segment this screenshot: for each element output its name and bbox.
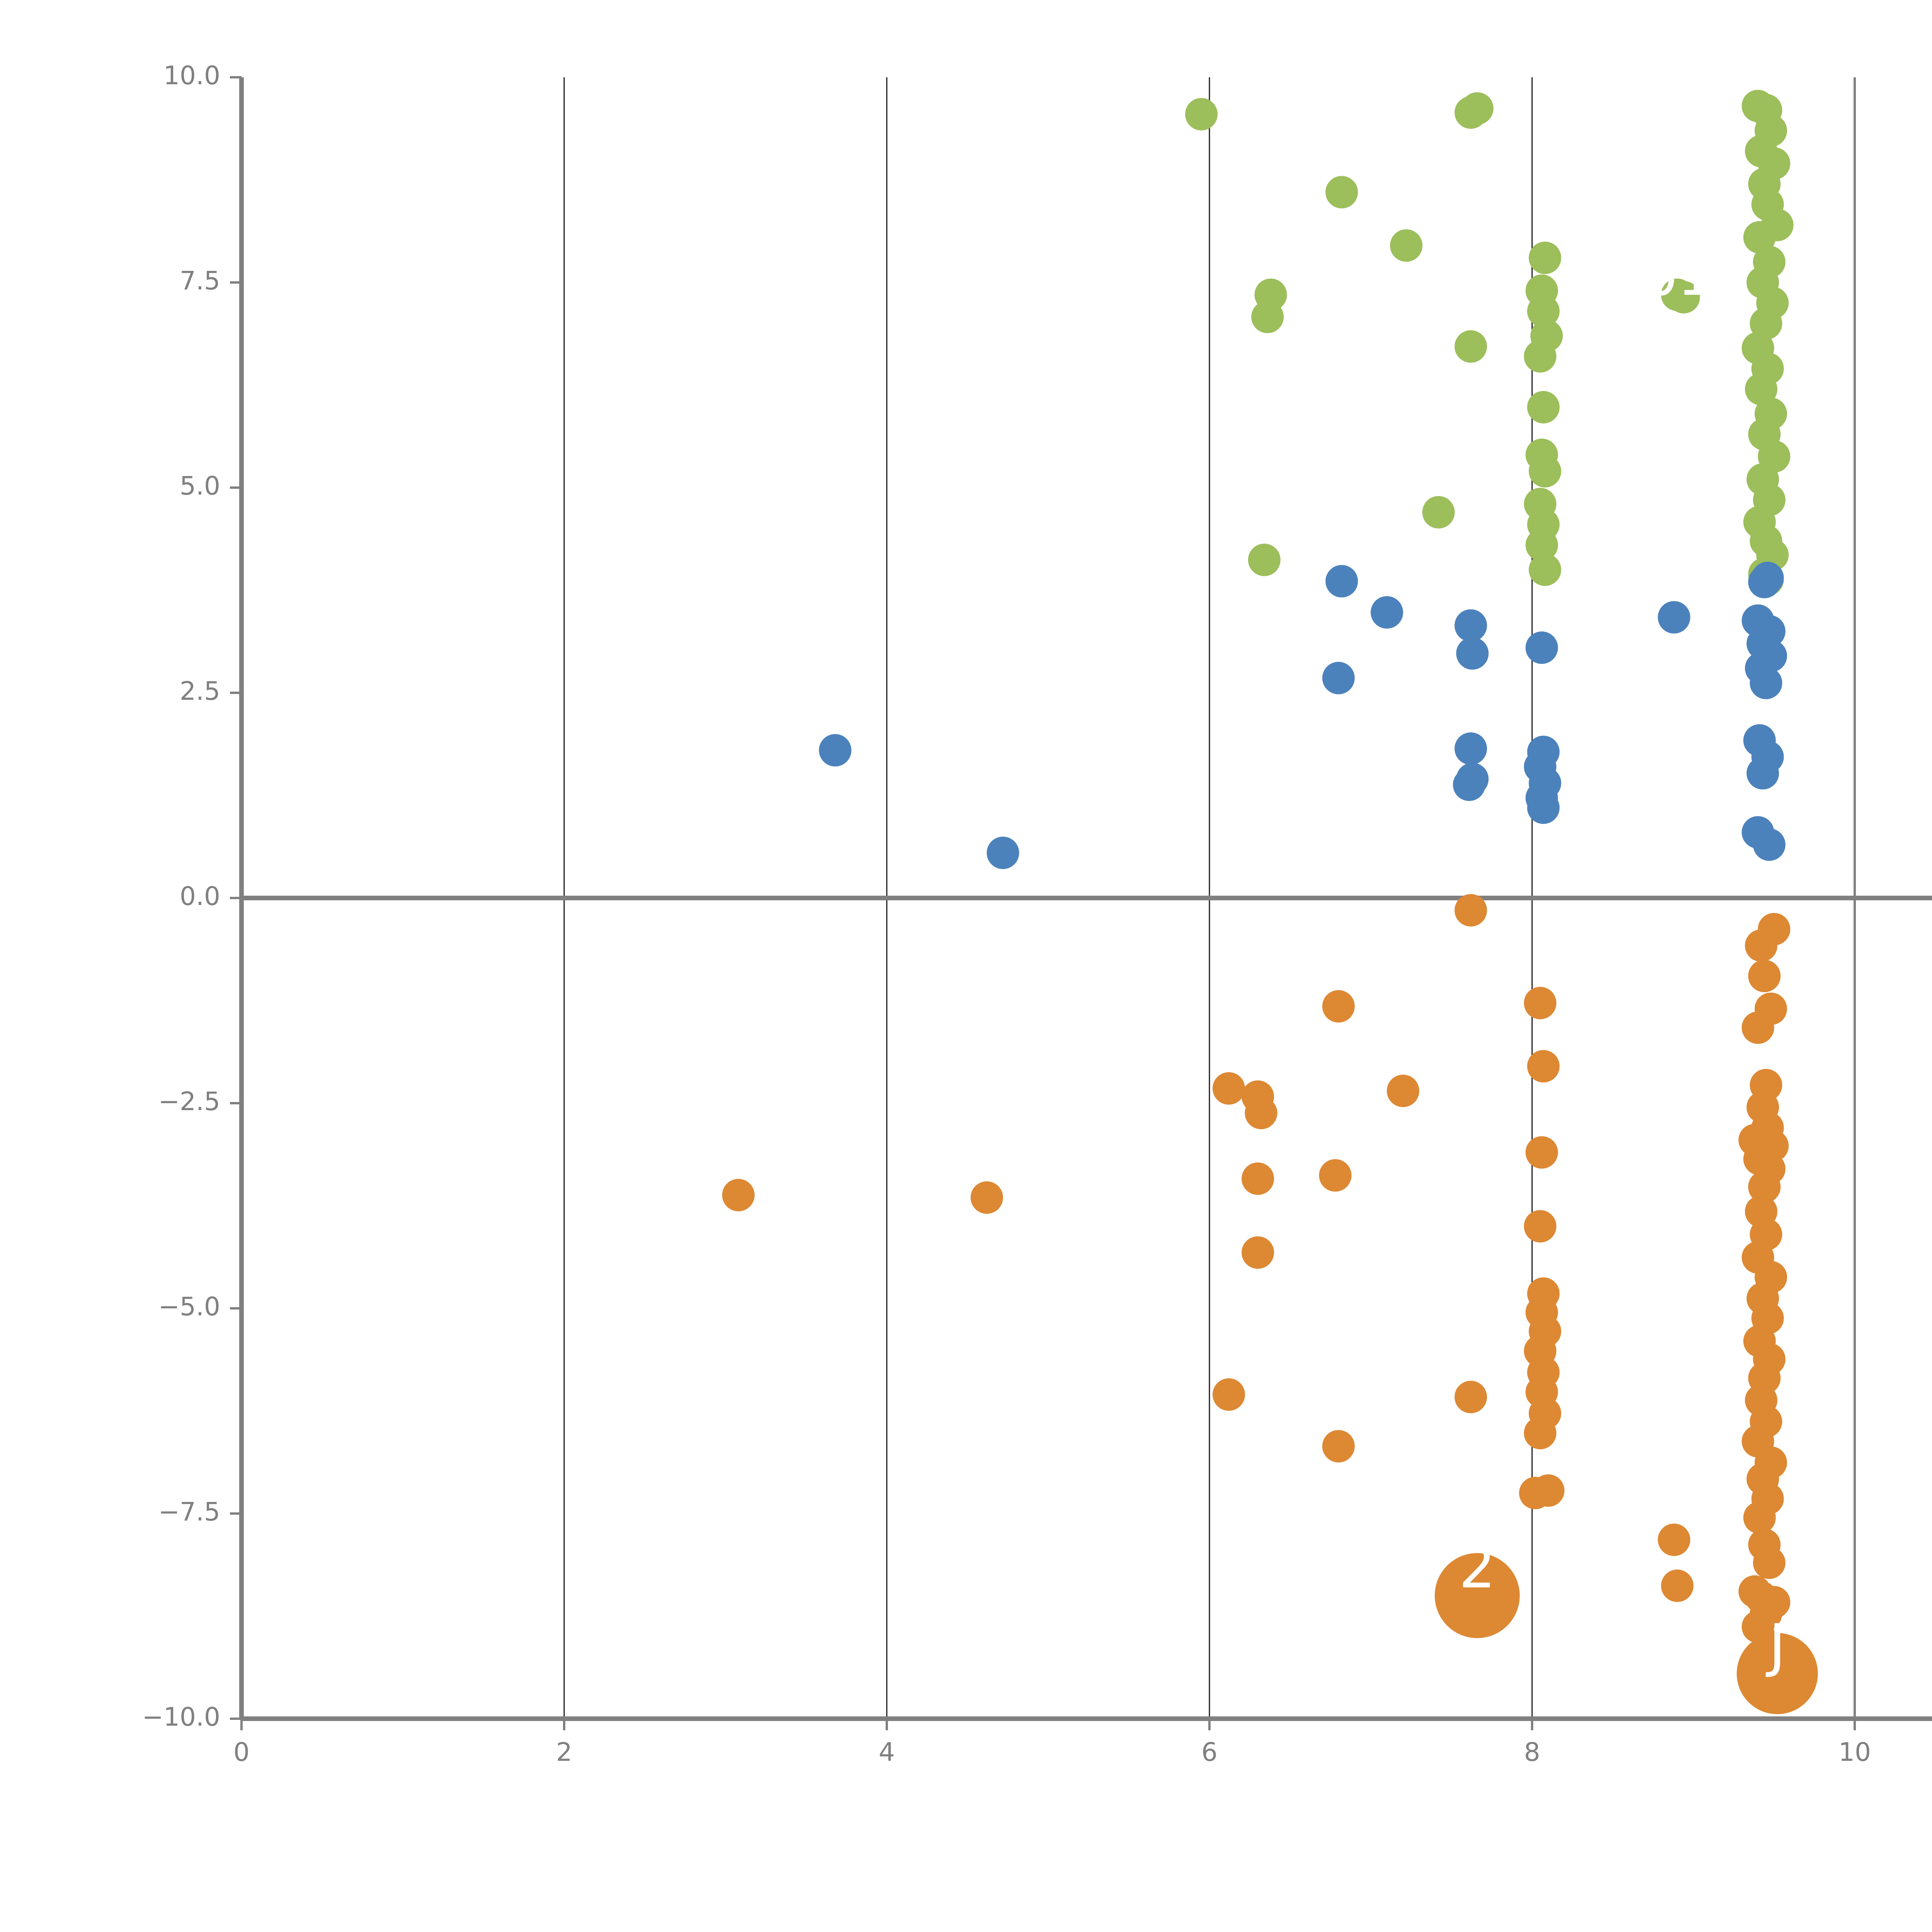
data-point-blue-2[interactable] <box>1325 565 1358 598</box>
large-marker-0[interactable] <box>1435 1553 1520 1638</box>
data-point-orange-0[interactable] <box>1454 894 1487 927</box>
y-tick-label-2: 5.0 <box>180 471 220 501</box>
data-point-green-20[interactable] <box>1667 281 1700 314</box>
data-point-green-13[interactable] <box>1390 229 1423 262</box>
y-tick-label-0: 10.0 <box>163 61 220 90</box>
data-point-green-47[interactable] <box>1529 553 1561 586</box>
large-markers <box>1435 1553 1818 1714</box>
data-point-orange-18[interactable] <box>1526 1136 1558 1169</box>
data-point-green-24[interactable] <box>1750 307 1782 340</box>
data-point-orange-10[interactable] <box>1213 1072 1245 1105</box>
data-point-green-9[interactable] <box>1325 176 1358 209</box>
data-point-blue-13[interactable] <box>1322 662 1355 694</box>
data-point-green-2[interactable] <box>1461 92 1494 125</box>
y-axis-ticks: 10.0 7.5 5.0 2.5 0.0 −2.5 −5.0 −7.5 −10.0 <box>142 61 242 1732</box>
data-point-green-23[interactable] <box>1251 301 1284 333</box>
data-point-blue-14[interactable] <box>1750 667 1782 699</box>
series-blue <box>819 561 1787 869</box>
data-point-orange-2[interactable] <box>1745 929 1777 962</box>
data-point-blue-1[interactable] <box>1748 566 1781 599</box>
data-point-orange-56[interactable] <box>1743 1501 1776 1534</box>
data-point-orange-3[interactable] <box>1748 959 1781 992</box>
data-point-blue-29[interactable] <box>986 837 1019 869</box>
data-point-blue-16[interactable] <box>819 734 852 767</box>
data-point-blue-26[interactable] <box>1527 791 1560 824</box>
data-point-green-12[interactable] <box>1743 221 1776 254</box>
x-tick-label-4: 8 <box>1524 1737 1540 1767</box>
data-point-orange-4[interactable] <box>1524 986 1556 1019</box>
x-tick-label-3: 6 <box>1201 1737 1218 1767</box>
data-point-green-30[interactable] <box>1745 373 1777 406</box>
data-point-orange-42[interactable] <box>1213 1378 1245 1411</box>
data-point-orange-5[interactable] <box>1322 990 1355 1023</box>
data-point-orange-48[interactable] <box>1524 1417 1556 1449</box>
series-green <box>1185 90 1794 596</box>
data-point-blue-24[interactable] <box>1453 768 1486 801</box>
data-point-orange-27[interactable] <box>1524 1210 1556 1243</box>
data-point-orange-22[interactable] <box>1242 1162 1274 1195</box>
data-point-green-46[interactable] <box>1248 543 1281 576</box>
data-point-green-26[interactable] <box>1454 330 1487 363</box>
data-point-blue-21[interactable] <box>1747 757 1779 790</box>
y-tick-label-6: −5.0 <box>158 1292 220 1321</box>
y-tick-label-3: 2.5 <box>180 676 220 706</box>
data-point-orange-57[interactable] <box>1658 1523 1690 1556</box>
data-point-orange-24[interactable] <box>722 1179 755 1211</box>
data-point-orange-59[interactable] <box>1753 1546 1786 1579</box>
data-point-orange-8[interactable] <box>1527 1050 1560 1083</box>
annotations: XS b1 2 J <box>1459 34 1799 1679</box>
y-tick-label-7: −7.5 <box>158 1497 220 1527</box>
data-point-green-0[interactable] <box>1185 98 1218 131</box>
data-point-orange-29[interactable] <box>1242 1236 1274 1269</box>
data-point-orange-25[interactable] <box>970 1181 1003 1214</box>
data-point-orange-14[interactable] <box>1245 1097 1277 1129</box>
data-point-orange-43[interactable] <box>1454 1381 1487 1413</box>
data-point-green-31[interactable] <box>1527 391 1560 423</box>
data-point-blue-6[interactable] <box>1454 609 1487 642</box>
data-point-green-28[interactable] <box>1524 340 1556 373</box>
annotation-label-1: b1 <box>1640 242 1714 309</box>
y-tick-label-4: 0.0 <box>180 881 220 911</box>
data-point-blue-15[interactable] <box>1454 732 1487 765</box>
annotation-label-2: 2 <box>1459 1534 1495 1601</box>
annotation-label-3: J <box>1765 1612 1786 1679</box>
data-point-blue-10[interactable] <box>1456 637 1489 670</box>
data-point-orange-50[interactable] <box>1322 1430 1355 1463</box>
data-point-green-22[interactable] <box>1527 295 1560 328</box>
data-point-blue-28[interactable] <box>1753 828 1786 861</box>
y-tick-label-8: −10.0 <box>142 1702 220 1732</box>
x-tick-label-1: 2 <box>556 1737 572 1767</box>
data-point-green-40[interactable] <box>1422 496 1455 529</box>
data-point-orange-54[interactable] <box>1532 1474 1565 1507</box>
data-point-orange-23[interactable] <box>1748 1170 1781 1203</box>
x-tick-label-0: 0 <box>233 1737 250 1767</box>
data-point-green-14[interactable] <box>1529 242 1561 274</box>
series-orange <box>722 894 1794 1690</box>
y-tick-label-5: −2.5 <box>158 1087 220 1116</box>
x-axis-ticks: 0 2 4 6 8 10 <box>233 1719 1871 1767</box>
data-point-orange-7[interactable] <box>1742 1011 1774 1044</box>
x-tick-label-5: 10 <box>1838 1737 1871 1767</box>
data-point-green-44[interactable] <box>1526 529 1558 561</box>
data-point-blue-3[interactable] <box>1371 596 1403 629</box>
large-marker-1[interactable] <box>1736 1633 1818 1714</box>
x-tick-label-2: 4 <box>879 1737 895 1767</box>
data-point-blue-9[interactable] <box>1526 631 1558 664</box>
data-point-orange-21[interactable] <box>1319 1159 1352 1192</box>
data-point-blue-4[interactable] <box>1658 601 1690 634</box>
y-tick-label-1: 7.5 <box>180 266 220 296</box>
annotation-label-0: XS <box>1723 34 1799 101</box>
data-point-orange-11[interactable] <box>1387 1075 1419 1107</box>
data-point-green-36[interactable] <box>1529 455 1561 488</box>
data-point-orange-60[interactable] <box>1661 1569 1694 1602</box>
